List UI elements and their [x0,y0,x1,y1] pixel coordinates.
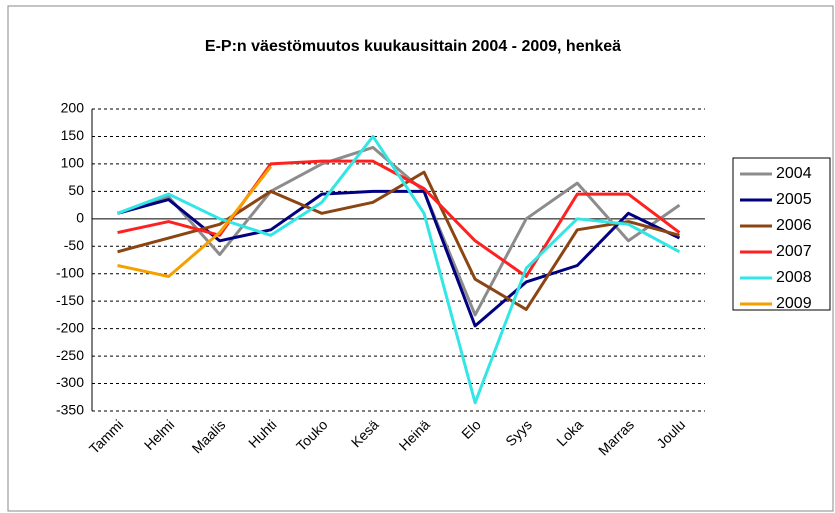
y-tick-label: -250 [56,347,84,363]
y-tick-label: 0 [76,210,84,226]
y-tick-label: 100 [61,155,85,171]
series-line [117,165,272,278]
y-tick-label: -50 [64,237,84,253]
legend-label: 2008 [776,269,812,286]
y-tick-label: -150 [56,292,84,308]
y-tick-label: 200 [61,100,85,116]
y-tick-label: 150 [61,127,85,143]
chart-title: E-P:n väestömuutos kuukausittain 2004 - … [205,38,621,55]
legend-label: 2005 [776,191,812,208]
series-line [117,134,681,405]
legend-label: 2009 [776,295,812,312]
legend-label: 2006 [776,217,812,234]
legend-box [732,157,831,311]
y-tick-label: -100 [56,264,84,280]
legend-label: 2007 [776,243,812,260]
y-tick-label: 50 [68,182,84,198]
y-tick-label: -350 [56,402,84,418]
legend-label: 2004 [776,165,812,182]
series-line [117,170,680,311]
y-tick-label: -300 [56,374,84,390]
y-tick-label: -200 [56,319,84,335]
chart-frame [7,5,834,512]
